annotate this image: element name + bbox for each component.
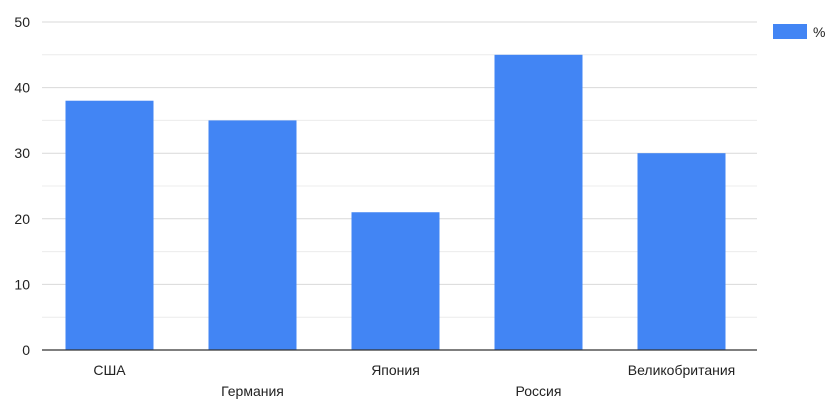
x-category-label: Германия [221,383,284,399]
y-tick-label: 40 [14,80,30,96]
gridlines [42,21,757,318]
y-tick-label: 0 [22,342,30,358]
bar-3 [494,54,583,351]
legend-label: % [813,24,825,40]
x-axis-category-labels: США Германия Япония Россия Великобритания [93,362,735,399]
x-category-label: Япония [371,362,420,378]
legend-swatch [773,24,807,39]
bar-0 [65,100,154,350]
y-tick-label: 50 [14,14,30,30]
bars [65,54,726,351]
y-tick-label: 10 [14,276,30,292]
bar-1 [208,120,297,351]
x-category-label: США [93,362,126,378]
y-tick-label: 20 [14,211,30,227]
y-tick-label: 30 [14,145,30,161]
y-axis-tick-labels: 0 10 20 30 40 50 [14,14,30,358]
legend: % [773,24,825,40]
bar-4 [637,153,726,350]
bar-2 [351,212,440,350]
x-category-label: Россия [516,383,562,399]
x-category-label: Великобритания [628,362,736,378]
